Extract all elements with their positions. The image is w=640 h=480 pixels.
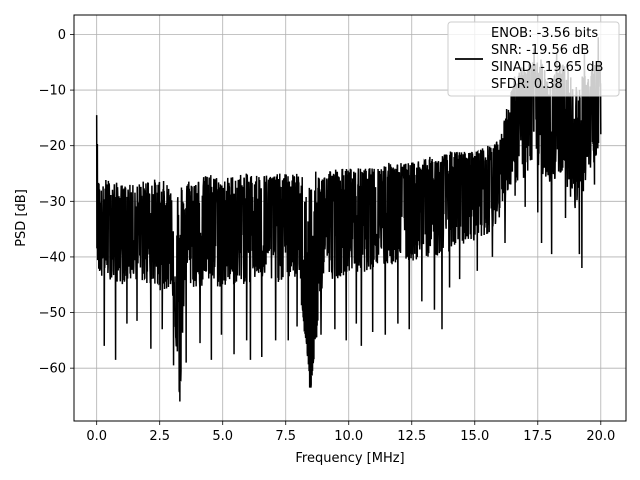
x-tick-label: 20.0	[586, 429, 615, 444]
y-tick-label: −40	[39, 250, 66, 265]
x-tick-label: 17.5	[523, 429, 552, 444]
psd-series-line	[95, 37, 602, 402]
plot-area	[95, 37, 602, 402]
legend-box	[447, 21, 620, 97]
y-tick-label: −10	[39, 84, 66, 99]
legend-entry-sfdr: SFDR: 0.38	[491, 77, 563, 92]
y-tick-label: −30	[39, 195, 66, 210]
y-tick-label: −60	[39, 362, 66, 377]
x-tick-label: 5.0	[212, 429, 233, 444]
y-tick-label: −20	[39, 139, 66, 154]
legend-entry-sinad: SINAD: -19.65 dB	[491, 60, 603, 75]
x-tick-label: 10.0	[334, 429, 363, 444]
x-axis-title: Frequency [MHz]	[295, 451, 404, 466]
legend-entry-enob: ENOB: -3.56 bits	[491, 26, 598, 41]
legend-entry-snr: SNR: -19.56 dB	[491, 43, 589, 58]
x-tick-label: 0.0	[86, 429, 107, 444]
y-tick-label: 0	[58, 28, 66, 43]
y-axis: 0 −10 −20 −30 −40 −50 −60	[39, 28, 74, 377]
x-axis: 0.0 2.5 5.0 7.5 10.0 12.5 15.0 17.5 20.0	[86, 421, 615, 444]
x-tick-label: 12.5	[397, 429, 426, 444]
x-tick-label: 15.0	[460, 429, 489, 444]
y-tick-label: −50	[39, 306, 66, 321]
x-tick-label: 2.5	[149, 429, 170, 444]
plot-frame	[73, 14, 627, 422]
legend: ENOB: -3.56 bits SNR: -19.56 dB SINAD: -…	[447, 21, 620, 97]
y-axis-title: PSD [dB]	[14, 189, 29, 247]
x-tick-label: 7.5	[275, 429, 296, 444]
